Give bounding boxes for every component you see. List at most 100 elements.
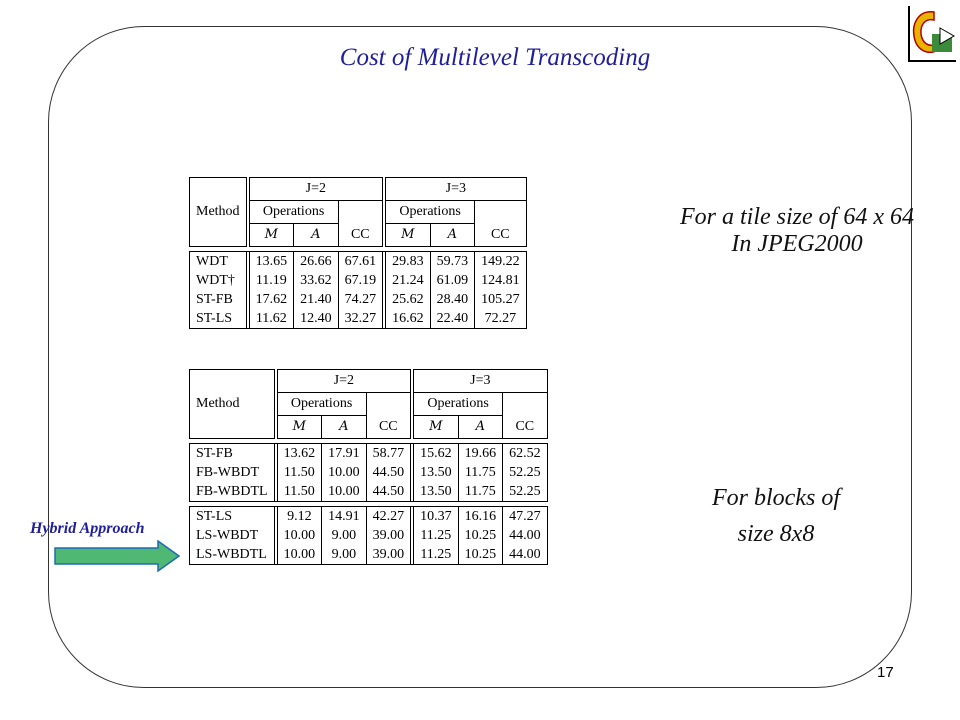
j2-header: J=2 (276, 369, 412, 393)
operations-header: Operations (276, 392, 367, 416)
lab-logo-icon (908, 6, 956, 62)
value-cell: 42.27 (365, 506, 412, 526)
value-cell: 62.52 (502, 443, 548, 463)
block-size-note-line1: For blocks of (712, 485, 840, 511)
j3-header: J=3 (413, 369, 548, 393)
value-cell: 10.00 (321, 482, 367, 502)
a-header: A (457, 415, 504, 439)
value-cell: 22.40 (429, 309, 476, 329)
value-cell: 17.91 (321, 443, 367, 463)
method-header: Method (189, 369, 275, 439)
value-cell: 15.62 (413, 443, 459, 463)
value-cell: 16.16 (457, 506, 504, 526)
value-cell: 72.27 (474, 309, 527, 329)
a-header: A (429, 223, 476, 247)
table-row: ST-FB 17.62 21.40 74.27 25.62 28.40 105.27 (189, 290, 527, 309)
value-cell: 52.25 (502, 482, 548, 502)
value-cell: 21.24 (385, 271, 431, 290)
value-cell: 47.27 (502, 506, 548, 526)
method-header: Method (189, 177, 247, 247)
tile-size-note-line1: For a tile size of 64 x 64 (680, 204, 914, 230)
value-cell: 11.19 (248, 271, 295, 290)
m-header: M (276, 415, 323, 439)
method-cell: WDT† (189, 271, 247, 290)
value-cell: 9.00 (321, 545, 367, 565)
method-cell: FB-WBDT (189, 463, 275, 482)
value-cell: 11.50 (276, 463, 323, 482)
m-header: M (248, 223, 295, 247)
value-cell: 149.22 (474, 251, 527, 271)
value-cell: 9.00 (321, 526, 367, 545)
value-cell: 11.75 (457, 463, 504, 482)
tile-size-note: For a tile size of 64 x 64 In JPEG2000 (652, 204, 942, 258)
value-cell: 67.61 (337, 251, 384, 271)
page-title: Cost of Multilevel Transcoding (339, 44, 651, 71)
table-row: WDT 13.65 26.66 67.61 29.83 59.73 149.22 (189, 251, 527, 271)
value-cell: 105.27 (474, 290, 527, 309)
table-row: FB-WBDT 11.50 10.00 44.50 13.50 11.75 52.25 (189, 463, 548, 482)
cc-header: CC (365, 415, 412, 439)
value-cell: 10.25 (457, 526, 504, 545)
value-cell: 17.62 (248, 290, 295, 309)
value-cell: 9.12 (276, 506, 323, 526)
value-cell: 10.37 (413, 506, 459, 526)
operations-header: Operations (385, 200, 476, 224)
table-row: ST-FB 13.62 17.91 58.77 15.62 19.66 62.52 (189, 443, 548, 463)
value-cell: 12.40 (293, 309, 339, 329)
table-row: LS-WBDTL 10.00 9.00 39.00 11.25 10.25 44.00 (189, 545, 548, 565)
value-cell: 124.81 (474, 271, 527, 290)
value-cell: 16.62 (385, 309, 431, 329)
method-cell: WDT (189, 251, 247, 271)
block-size-note-line2: size 8x8 (737, 521, 815, 547)
value-cell: 44.00 (502, 526, 548, 545)
hybrid-approach-label: Hybrid Approach (30, 520, 145, 537)
table-row: FB-WBDTL 11.50 10.00 44.50 13.50 11.75 52.25 (189, 482, 548, 502)
table-row: ST-LS 11.62 12.40 32.27 16.62 22.40 72.27 (189, 309, 527, 329)
method-cell: ST-FB (189, 290, 247, 309)
value-cell: 14.91 (321, 506, 367, 526)
value-cell: 10.00 (276, 545, 323, 565)
tile-size-note-line2: In JPEG2000 (731, 231, 863, 257)
value-cell: 11.62 (248, 309, 295, 329)
value-cell: 39.00 (365, 526, 412, 545)
value-cell: 67.19 (337, 271, 384, 290)
table-row: WDT† 11.19 33.62 67.19 21.24 61.09 124.81 (189, 271, 527, 290)
value-cell: 10.00 (276, 526, 323, 545)
value-cell: 58.77 (365, 443, 412, 463)
value-cell: 39.00 (365, 545, 412, 565)
operations-header: Operations (413, 392, 504, 416)
method-cell: LS-WBDT (189, 526, 275, 545)
m-header: M (385, 223, 431, 247)
value-cell: 11.25 (413, 526, 459, 545)
value-cell: 13.50 (413, 482, 459, 502)
page-number: 17 (877, 664, 894, 681)
value-cell: 21.40 (293, 290, 339, 309)
j3-header: J=3 (385, 177, 527, 201)
method-cell: FB-WBDTL (189, 482, 275, 502)
m-header: M (413, 415, 459, 439)
value-cell: 11.50 (276, 482, 323, 502)
value-cell: 59.73 (429, 251, 476, 271)
value-cell: 11.75 (457, 482, 504, 502)
value-cell: 44.50 (365, 482, 412, 502)
value-cell: 32.27 (337, 309, 384, 329)
value-cell: 19.66 (457, 443, 504, 463)
value-cell: 29.83 (385, 251, 431, 271)
value-cell: 10.25 (457, 545, 504, 565)
j2-header: J=2 (248, 177, 384, 201)
value-cell: 10.00 (321, 463, 367, 482)
value-cell: 61.09 (429, 271, 476, 290)
value-cell: 26.66 (293, 251, 339, 271)
cc-header: CC (502, 415, 548, 439)
value-cell: 11.25 (413, 545, 459, 565)
value-cell: 28.40 (429, 290, 476, 309)
arrow-right-icon (54, 540, 180, 572)
value-cell: 52.25 (502, 463, 548, 482)
value-cell: 44.00 (502, 545, 548, 565)
table-row: ST-LS 9.12 14.91 42.27 10.37 16.16 47.27 (189, 506, 548, 526)
cost-table-blocks: Method J=2 J=3 Operations Operations M A… (189, 369, 548, 565)
a-header: A (293, 223, 339, 247)
method-cell: ST-LS (189, 309, 247, 329)
cc-header: CC (337, 223, 384, 247)
cost-table-tile: Method J=2 J=3 Operations Operations M A… (189, 177, 527, 329)
